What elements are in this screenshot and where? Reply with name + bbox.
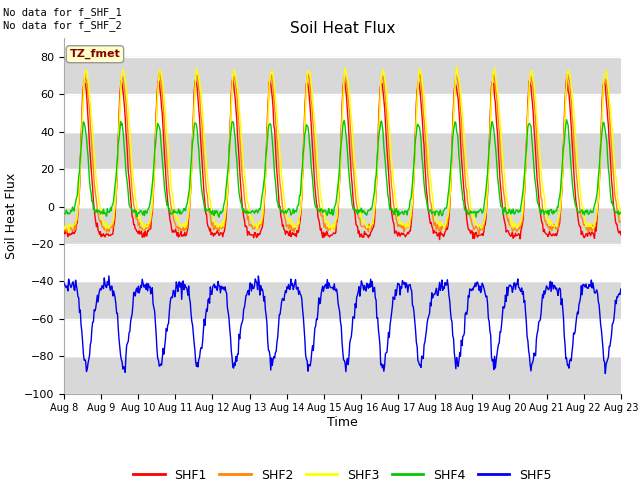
Bar — [64, 207, 621, 244]
Bar — [64, 57, 621, 95]
Bar — [64, 169, 621, 207]
Text: TZ_fmet: TZ_fmet — [70, 49, 120, 60]
Text: No data for f_SHF_1
No data for f_SHF_2: No data for f_SHF_1 No data for f_SHF_2 — [3, 7, 122, 31]
X-axis label: Time: Time — [327, 416, 358, 429]
Bar — [64, 244, 621, 281]
Bar — [64, 95, 621, 132]
Title: Soil Heat Flux: Soil Heat Flux — [290, 21, 395, 36]
Legend: SHF1, SHF2, SHF3, SHF4, SHF5: SHF1, SHF2, SHF3, SHF4, SHF5 — [128, 464, 557, 480]
Bar — [64, 132, 621, 169]
Bar — [64, 281, 621, 319]
Y-axis label: Soil Heat Flux: Soil Heat Flux — [5, 173, 19, 259]
Bar — [64, 356, 621, 394]
Bar — [64, 319, 621, 356]
